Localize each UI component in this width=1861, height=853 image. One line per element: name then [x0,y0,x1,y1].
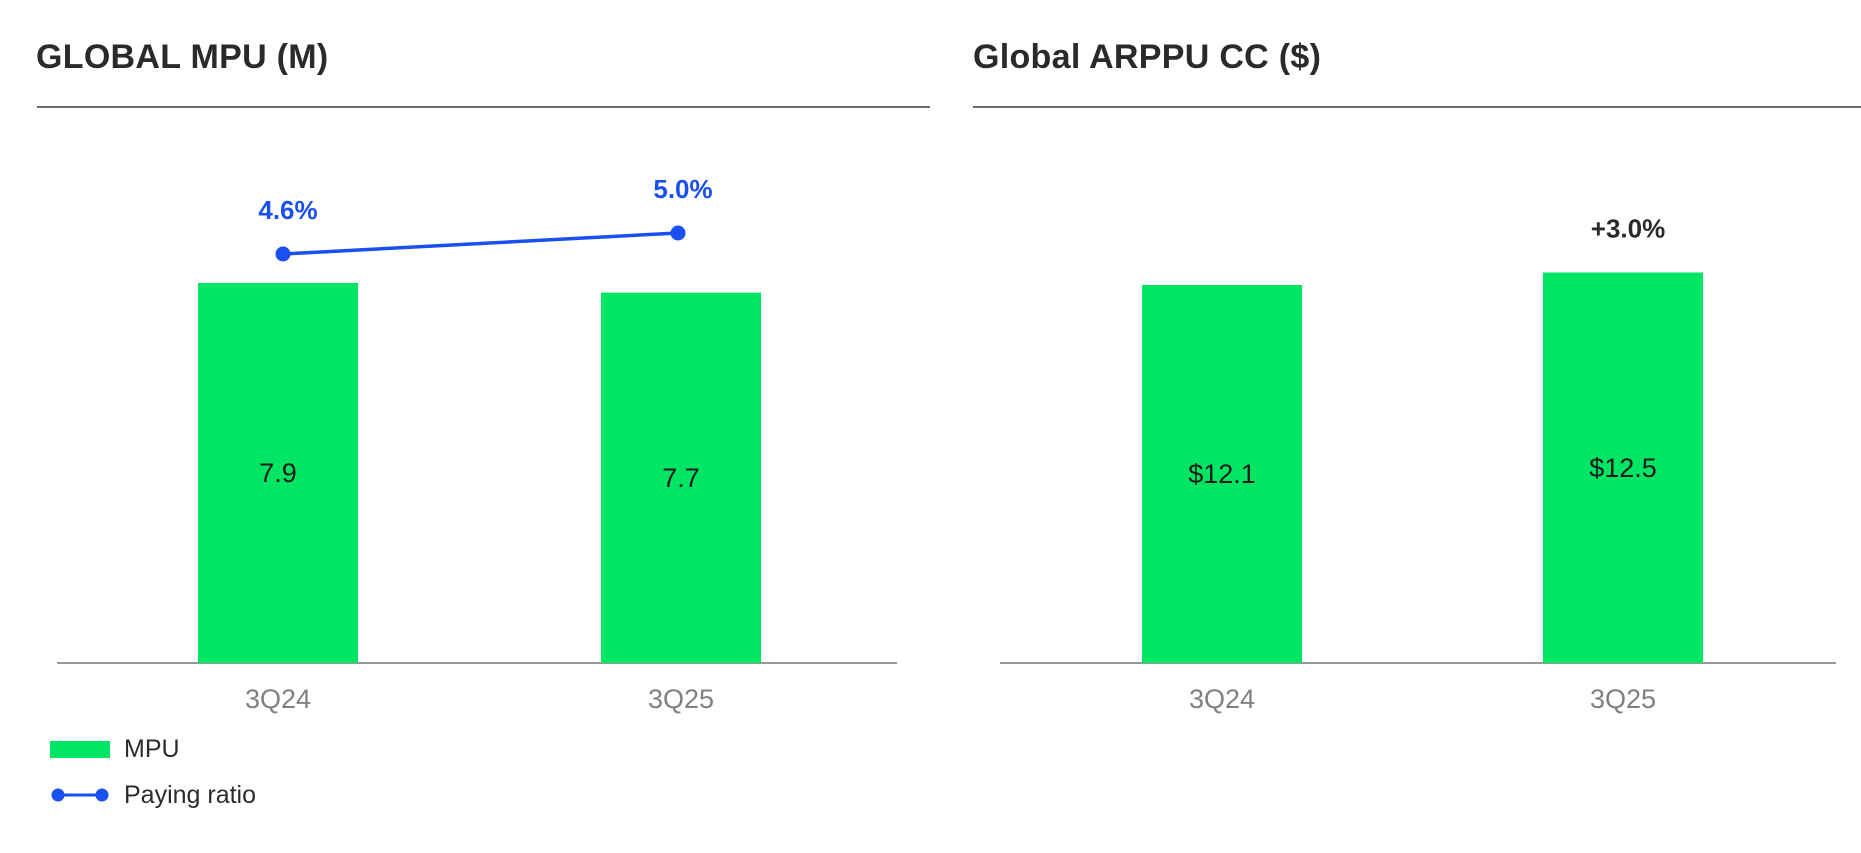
arppu-title-rule [973,106,1861,108]
arppu-x-tick-3q25: 3Q25 [1590,684,1656,714]
mpu-bar-value-3q24: 7.9 [259,458,297,488]
legend-label-mpu: MPU [124,734,180,763]
paying-ratio-line [282,231,679,256]
legend-line-dot-end [95,788,109,802]
arppu-bar-3q24 [1142,285,1302,663]
arppu-chart-plot: $12.1 3Q24 $12.5 3Q25 +3.0% [1000,214,1836,714]
mpu-x-tick-3q24: 3Q24 [245,684,311,714]
mpu-chart-title: GLOBAL MPU (M) [36,38,329,76]
arppu-chart-panel: Global ARPPU CC ($) $12.1 3Q24 $12.5 3Q25 +3… [960,0,1861,853]
arppu-x-tick-3q24: 3Q24 [1189,684,1255,714]
paying-ratio-point-3q25 [670,225,686,241]
mpu-chart-panel: GLOBAL MPU (M) 7.9 3Q24 7.7 3Q25 4.6% 5.0% MP… [36,38,930,810]
arppu-chart-title: Global ARPPU CC ($) [973,38,1322,76]
mpu-bar-value-3q25: 7.7 [662,463,700,493]
legend-swatch-paying-ratio [51,788,109,802]
paying-ratio-point-3q24 [275,246,291,262]
arppu-growth-label: +3.0% [1591,214,1665,244]
mpu-bar-3q24 [198,283,358,663]
mpu-chart-plot: 7.9 3Q24 7.7 3Q25 4.6% 5.0% [57,174,897,714]
arppu-bar-value-3q24: $12.1 [1188,459,1256,489]
mpu-title-rule [37,106,930,108]
arppu-bar-3q25 [1543,272,1703,663]
legend-swatch-mpu [50,740,110,758]
mpu-x-tick-3q25: 3Q25 [648,684,714,714]
paying-ratio-label-3q24: 4.6% [258,195,317,225]
arppu-bar-value-3q25: $12.5 [1589,453,1657,483]
paying-ratio-label-3q25: 5.0% [653,174,712,204]
legend-line-dot-start [51,788,65,802]
legend-item-paying-ratio: Paying ratio [50,780,256,810]
mpu-bar-3q25 [601,292,761,663]
legend-label-paying-ratio: Paying ratio [124,780,257,809]
legend-item-mpu: MPU [50,734,180,764]
